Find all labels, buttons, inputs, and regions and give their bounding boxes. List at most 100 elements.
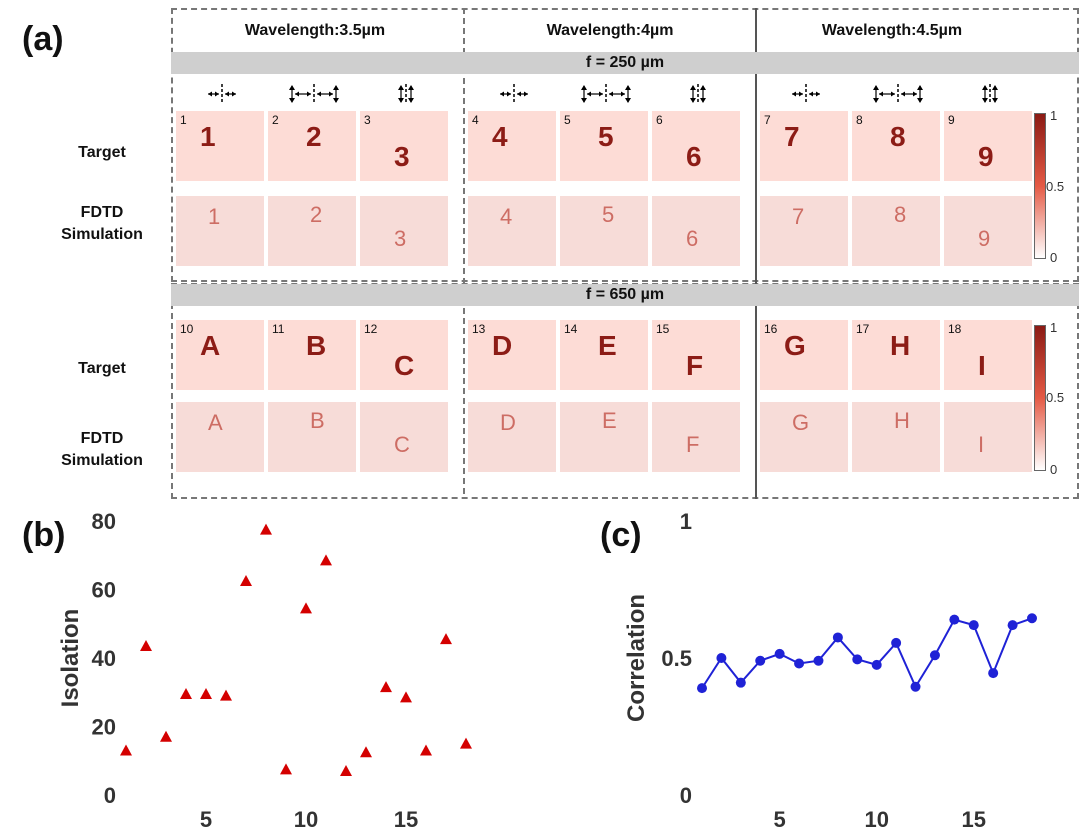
bottom-simulation-cell: I [944,402,1032,472]
horizontal-vertical-icon [581,84,631,104]
target-glyph: E [598,330,617,361]
simulated-glyph: 5 [602,202,615,227]
cell-number: 18 [948,322,962,336]
bottom-target-cell: 13 D [468,320,556,390]
top-simulation-cell: 2 [268,196,356,266]
focal-bar-650: f = 650 µm [171,284,1079,306]
colorbar-bottom-tick-05: 0.5 [1046,390,1065,405]
simulated-glyph: I [978,432,985,457]
colorbar-bottom-tick-1: 1 [1050,320,1058,335]
divider-dashed-1 [463,8,465,499]
data-point [440,633,452,645]
series-line [701,617,1033,689]
cell-number: 16 [764,322,778,336]
data-point [697,683,707,694]
x-tick-label: 10 [864,807,888,832]
target-glyph: 8 [890,121,906,152]
data-point [160,730,172,742]
simulated-glyph: B [310,408,325,433]
colorbar-top-tick-05: 0.5 [1046,179,1065,194]
simulated-glyph: 6 [686,226,699,251]
data-point [280,763,292,775]
horizontal-vertical-icon [289,84,339,104]
top-simulation-cell: 5 [560,196,648,266]
top-simulation-cell: 7 [760,196,848,266]
y-tick-label: 0 [104,783,116,808]
cell-number: 6 [656,113,663,127]
bottom-simulation-cell: F [652,402,740,472]
data-point [1007,620,1018,631]
data-point [735,677,746,688]
simulated-glyph: 4 [500,204,513,229]
data-point [240,574,252,586]
panel-label-a: (a) [22,20,64,58]
bottom-target-cell: 15 F [652,320,740,390]
colorbar-top-tick-0: 0 [1050,250,1058,265]
data-point [320,554,332,566]
data-point [380,681,392,693]
data-point [813,655,824,666]
cell-number: 9 [948,113,955,127]
cell-number: 15 [656,322,670,336]
data-point [755,655,766,666]
wavelength-header-1: Wavelength:3.5µm [244,22,386,39]
row-label-sim-line1: FDTD [80,204,124,221]
data-point [340,765,352,777]
bottom-target-cell: 17 H [852,320,940,390]
y-tick-label: 0 [680,783,692,808]
bottom-simulation-cell: D [468,402,556,472]
cell-number: 12 [364,322,378,336]
data-point [716,653,727,663]
x-tick-label: 10 [294,807,318,832]
cell-number: 11 [272,322,285,336]
horizontal-icon [500,84,528,104]
cell-number: 2 [272,113,279,127]
x-tick-label: 15 [394,807,418,832]
cell-number: 7 [764,113,771,127]
y-tick-label: 80 [92,509,116,534]
vertical-icon [690,84,706,104]
top-simulation-cell: 9 [944,196,1032,266]
top-simulation-cell: 4 [468,196,556,266]
data-point [1027,613,1037,624]
row-label-sim-top: FDTD Simulation [42,202,162,246]
target-glyph: A [200,330,221,361]
data-point [968,620,979,631]
bottom-simulation-cell: E [560,402,648,472]
data-point [300,602,312,614]
cell-number: 10 [180,322,194,336]
cell-number: 1 [180,113,187,127]
horizontal-icon [792,84,820,104]
simulated-glyph: 2 [310,202,323,227]
colorbar-top-tick-1: 1 [1050,108,1058,123]
isolation-chart: 0 20 40 60 80 5 10 15 Isolation [57,509,472,832]
horizontal-icon [208,84,236,104]
data-point [832,632,843,643]
simulated-glyph: F [686,432,700,457]
top-simulation-cell: 8 [852,196,940,266]
row-label-sim-line1: FDTD [80,430,124,447]
data-point [140,640,152,652]
top-simulation-cell: 6 [652,196,740,266]
x-tick-label: 5 [774,807,786,832]
simulated-glyph: H [894,408,910,433]
data-point [260,523,272,535]
simulated-glyph: A [208,410,223,435]
data-point [120,744,132,756]
y-tick-label: 20 [92,715,116,740]
vertical-icon [982,84,998,104]
row-label-sim-line2: Simulation [61,226,143,243]
y-tick-label: 1 [680,509,692,534]
simulated-glyph: 8 [894,202,907,227]
data-point [871,659,882,670]
data-point [852,654,863,665]
cell-number: 3 [364,113,371,127]
data-point [891,637,902,648]
cell-number: 4 [472,113,479,127]
bottom-target-cell: 11 B [268,320,356,390]
